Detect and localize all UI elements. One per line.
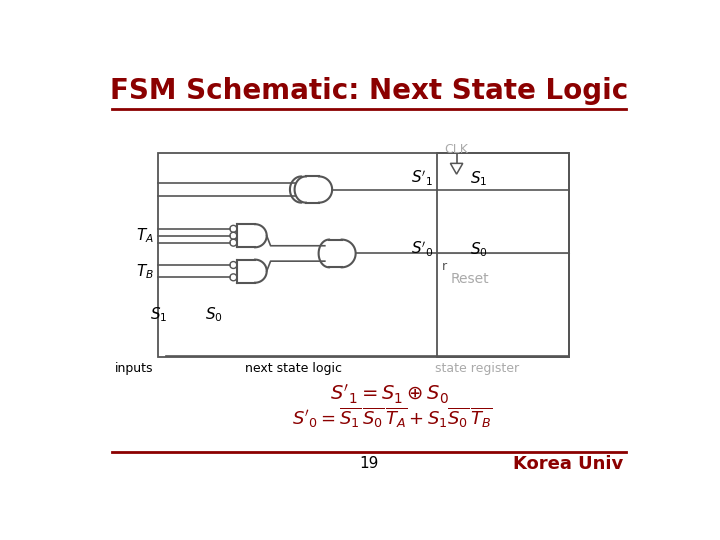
Text: $S'_1$: $S'_1$ (411, 169, 433, 188)
Text: $S'_0 = \overline{S_1}\,\overline{S_0}\,\overline{T_A} + S_1\overline{S_0}\,\ove: $S'_0 = \overline{S_1}\,\overline{S_0}\,… (292, 405, 492, 430)
Text: $S_0$: $S_0$ (469, 240, 487, 259)
Text: inputs: inputs (114, 362, 153, 375)
Text: $S_0$: $S_0$ (205, 306, 223, 325)
Bar (158, 153, 569, 357)
Text: Reset: Reset (451, 272, 489, 286)
Text: FSM Schematic: Next State Logic: FSM Schematic: Next State Logic (110, 77, 628, 105)
Text: $T_B$: $T_B$ (135, 262, 153, 280)
Text: 19: 19 (359, 456, 379, 471)
Text: $S'_1 = S_1 \oplus S_0$: $S'_1 = S_1 \oplus S_0$ (330, 383, 449, 406)
Text: $S_1$: $S_1$ (150, 306, 167, 325)
Text: CLK: CLK (445, 143, 469, 156)
Text: next state logic: next state logic (245, 362, 341, 375)
Text: r: r (441, 260, 446, 273)
Text: $S'_0$: $S'_0$ (411, 240, 433, 259)
Text: $T_A$: $T_A$ (135, 226, 153, 245)
Text: $S_1$: $S_1$ (469, 170, 487, 188)
Bar (437, 153, 569, 357)
Text: state register: state register (436, 362, 520, 375)
Text: Korea Univ: Korea Univ (513, 455, 624, 472)
